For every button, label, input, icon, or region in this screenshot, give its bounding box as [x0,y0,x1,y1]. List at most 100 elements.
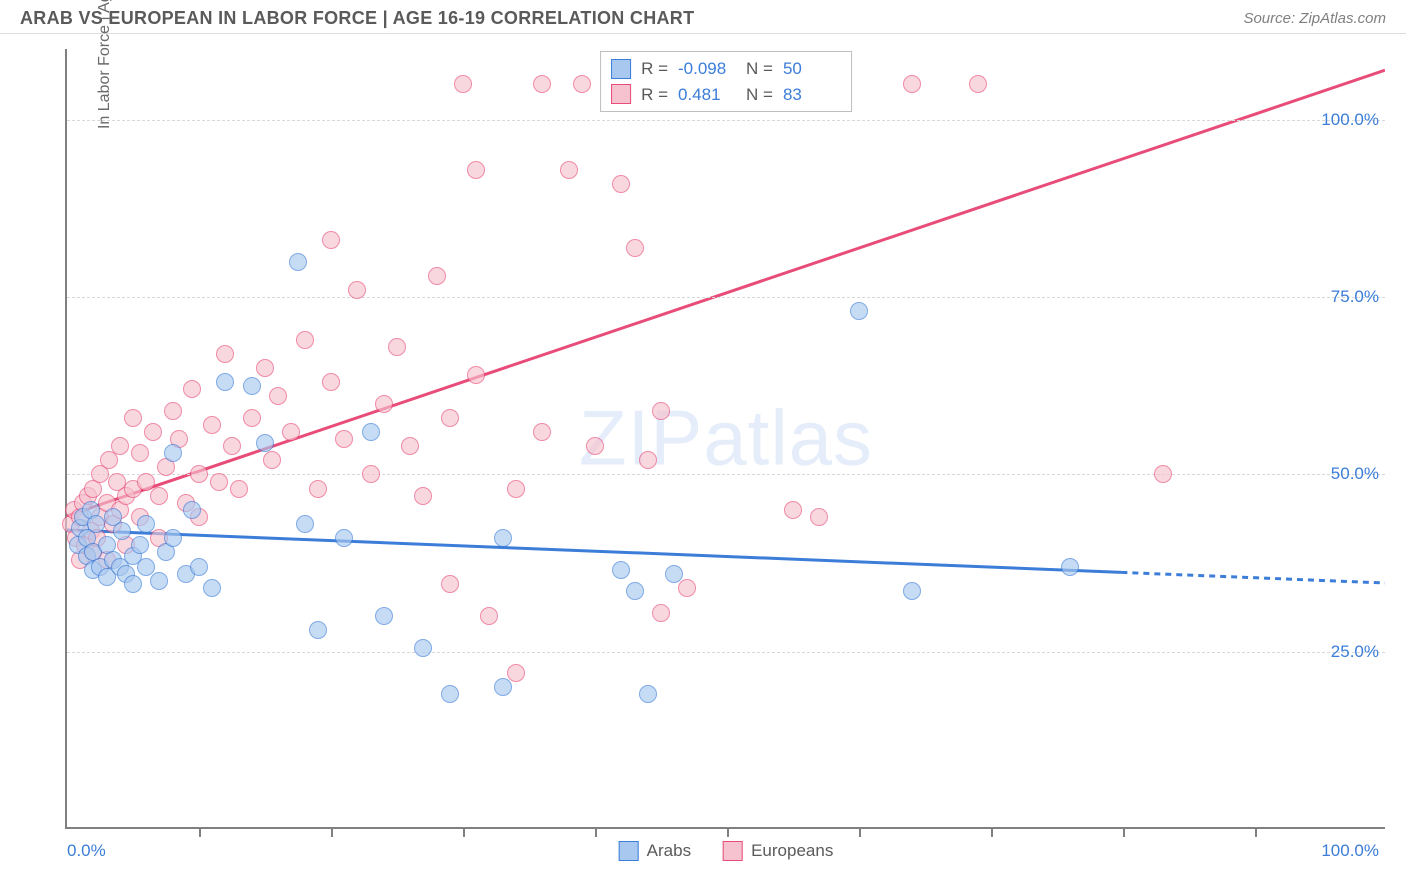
scatter-point-europeans [507,664,525,682]
scatter-point-europeans [243,409,261,427]
gridline [67,297,1385,298]
scatter-point-europeans [322,231,340,249]
scatter-point-arabs [494,529,512,547]
scatter-point-arabs [850,302,868,320]
scatter-point-europeans [322,373,340,391]
legend-label-arabs: Arabs [647,841,691,861]
legend-item-europeans: Europeans [723,841,833,861]
scatter-point-europeans [111,437,129,455]
correlation-stats-box: R = -0.098 N = 50 R = 0.481 N = 83 [600,51,852,112]
scatter-point-europeans [263,451,281,469]
scatter-point-europeans [586,437,604,455]
scatter-point-europeans [414,487,432,505]
scatter-point-europeans [639,451,657,469]
scatter-point-europeans [784,501,802,519]
scatter-point-arabs [150,572,168,590]
scatter-point-europeans [969,75,987,93]
scatter-point-europeans [335,430,353,448]
swatch-europeans [611,84,631,104]
scatter-point-europeans [533,423,551,441]
legend-item-arabs: Arabs [619,841,691,861]
scatter-point-europeans [612,175,630,193]
scatter-point-europeans [388,338,406,356]
r-label: R = [641,56,668,82]
scatter-point-arabs [414,639,432,657]
scatter-point-europeans [150,487,168,505]
legend-swatch-europeans [723,841,743,861]
scatter-point-europeans [256,359,274,377]
stats-row-arabs: R = -0.098 N = 50 [611,56,841,82]
scatter-point-arabs [131,536,149,554]
r-label: R = [641,82,668,108]
scatter-point-europeans [441,575,459,593]
scatter-point-arabs [612,561,630,579]
x-tick [991,827,993,837]
chart-header: ARAB VS EUROPEAN IN LABOR FORCE | AGE 16… [0,0,1406,34]
scatter-point-arabs [190,558,208,576]
gridline [67,652,1385,653]
x-tick [595,827,597,837]
scatter-point-europeans [131,444,149,462]
y-tick-label: 25.0% [1331,642,1379,662]
scatter-point-europeans [810,508,828,526]
scatter-point-europeans [223,437,241,455]
y-tick-label: 100.0% [1321,110,1379,130]
scatter-point-europeans [375,395,393,413]
scatter-point-europeans [296,331,314,349]
scatter-point-europeans [269,387,287,405]
scatter-point-europeans [573,75,591,93]
x-tick [1255,827,1257,837]
scatter-point-arabs [203,579,221,597]
scatter-point-arabs [164,444,182,462]
scatter-point-arabs [494,678,512,696]
scatter-point-arabs [639,685,657,703]
scatter-point-arabs [626,582,644,600]
y-tick-label: 50.0% [1331,464,1379,484]
scatter-point-europeans [144,423,162,441]
n-label: N = [746,56,773,82]
x-axis-min-label: 0.0% [67,841,106,861]
r-value-arabs: -0.098 [678,56,736,82]
scatter-plot: ZIPatlas R = -0.098 N = 50 R = 0.481 N =… [65,49,1385,829]
x-tick [727,827,729,837]
scatter-point-europeans [626,239,644,257]
scatter-point-europeans [480,607,498,625]
scatter-point-arabs [243,377,261,395]
scatter-point-europeans [190,465,208,483]
scatter-point-europeans [401,437,419,455]
scatter-point-europeans [454,75,472,93]
swatch-arabs [611,59,631,79]
scatter-point-europeans [1154,465,1172,483]
legend-label-europeans: Europeans [751,841,833,861]
r-value-europeans: 0.481 [678,82,736,108]
scatter-point-europeans [428,267,446,285]
scatter-point-arabs [665,565,683,583]
scatter-point-arabs [87,515,105,533]
scatter-point-arabs [256,434,274,452]
scatter-point-arabs [124,575,142,593]
scatter-point-europeans [203,416,221,434]
scatter-point-europeans [164,402,182,420]
y-tick-label: 75.0% [1331,287,1379,307]
gridline [67,120,1385,121]
scatter-point-europeans [183,380,201,398]
scatter-point-europeans [362,465,380,483]
scatter-point-arabs [903,582,921,600]
scatter-point-arabs [216,373,234,391]
scatter-point-europeans [216,345,234,363]
scatter-point-arabs [164,529,182,547]
x-tick [199,827,201,837]
scatter-point-europeans [652,402,670,420]
n-value-europeans: 83 [783,82,841,108]
scatter-point-europeans [652,604,670,622]
scatter-point-europeans [441,409,459,427]
x-tick [1123,827,1125,837]
scatter-point-arabs [309,621,327,639]
scatter-point-arabs [296,515,314,533]
watermark-thin: atlas [703,394,873,482]
x-tick [859,827,861,837]
legend: Arabs Europeans [619,841,834,861]
scatter-point-arabs [1061,558,1079,576]
scatter-point-europeans [210,473,228,491]
scatter-point-europeans [507,480,525,498]
